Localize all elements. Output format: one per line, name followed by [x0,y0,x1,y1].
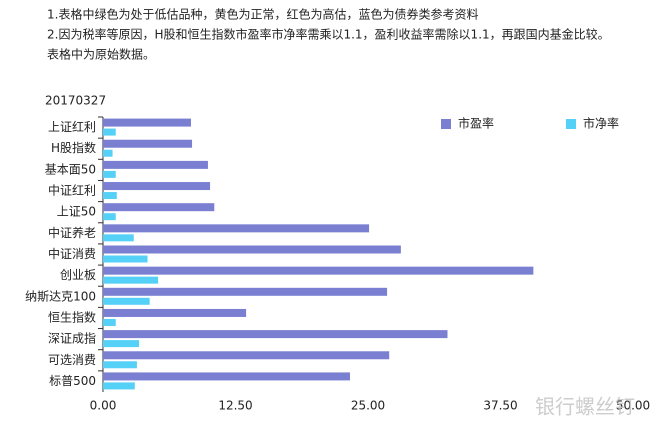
bar [103,318,116,326]
y-tick-label: 中证红利 [48,183,96,198]
note: 1.表格中绿色为处于低估品种，黄色为正常，红色为高估，蓝色为债券类参考资料 [47,7,478,22]
bar [103,382,135,390]
x-tick-label: 37.50 [483,399,517,413]
y-tick-label: 深证成指 [48,331,96,346]
bar [103,308,247,317]
y-tick-label: 标普500 [49,374,96,388]
bar [103,203,215,212]
bar [103,297,150,305]
bar [103,287,388,296]
bar [103,255,148,263]
bar [103,340,140,348]
bar [103,149,113,157]
y-tick-label: 中证消费 [48,246,96,261]
note: 2.因为税率等原因，H股和恒生指数市盈率市净率需乘以1.1，盈利收益率需除以1.… [47,27,610,42]
bar [103,330,448,339]
y-tick-label: 可选消费 [48,353,96,367]
bar [103,128,116,136]
legend-swatch [566,119,576,129]
note: 表格中为原始数据。 [47,47,155,62]
x-tick-label: 25.00 [351,399,385,413]
y-tick-label: 上证50 [57,205,96,219]
y-tick-label: 中证养老 [48,225,96,240]
bar [103,192,117,200]
bar [103,170,116,178]
bar [103,372,350,381]
legend-label: 市盈率 [458,116,494,131]
bar [103,234,134,242]
bar [103,361,137,369]
y-tick-label: 纳斯达克100 [25,289,96,303]
x-tick-label: 12.50 [218,399,252,413]
x-tick-label: 50.00 [616,399,650,413]
legend-label: 市净率 [583,116,619,131]
x-tick-label: 0.00 [90,399,117,413]
bar [103,245,401,254]
y-tick-label: 创业板 [60,268,96,282]
bar [103,182,211,191]
bar [103,266,534,275]
bar [103,224,370,233]
bar [103,118,191,127]
bar [103,139,193,148]
bar [103,351,390,360]
chart-subtitle: 20170327 [45,94,106,108]
y-tick-label: 上证红利 [48,119,96,134]
bar [103,213,116,221]
y-tick-label: 恒生指数 [48,309,96,324]
bar [103,276,159,284]
watermark: 银行螺丝钉 [535,395,635,419]
y-tick-label: H股指数 [51,140,96,155]
legend-swatch [441,119,451,129]
bar [103,160,208,169]
y-tick-label: 基本面50 [45,162,96,176]
